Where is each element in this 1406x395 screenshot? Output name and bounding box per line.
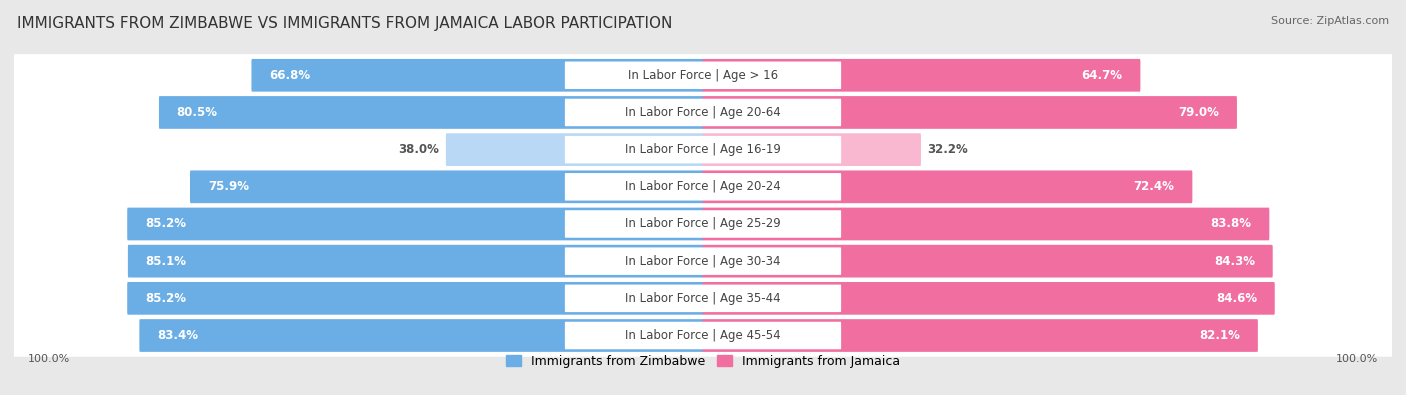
Text: 82.1%: 82.1% xyxy=(1199,329,1240,342)
FancyBboxPatch shape xyxy=(13,277,1393,320)
FancyBboxPatch shape xyxy=(703,319,1258,352)
FancyBboxPatch shape xyxy=(565,210,841,238)
Text: 38.0%: 38.0% xyxy=(399,143,440,156)
FancyBboxPatch shape xyxy=(13,314,1393,357)
Text: 84.6%: 84.6% xyxy=(1216,292,1257,305)
Text: IMMIGRANTS FROM ZIMBABWE VS IMMIGRANTS FROM JAMAICA LABOR PARTICIPATION: IMMIGRANTS FROM ZIMBABWE VS IMMIGRANTS F… xyxy=(17,16,672,31)
Text: In Labor Force | Age 35-44: In Labor Force | Age 35-44 xyxy=(626,292,780,305)
FancyBboxPatch shape xyxy=(565,247,841,275)
FancyBboxPatch shape xyxy=(13,203,1393,245)
FancyBboxPatch shape xyxy=(13,166,1393,208)
FancyBboxPatch shape xyxy=(565,62,841,89)
Text: Source: ZipAtlas.com: Source: ZipAtlas.com xyxy=(1271,16,1389,26)
Text: In Labor Force | Age 30-34: In Labor Force | Age 30-34 xyxy=(626,255,780,268)
Text: 85.1%: 85.1% xyxy=(146,255,187,268)
FancyBboxPatch shape xyxy=(703,245,1272,278)
Text: In Labor Force | Age > 16: In Labor Force | Age > 16 xyxy=(628,69,778,82)
FancyBboxPatch shape xyxy=(703,208,1270,240)
Legend: Immigrants from Zimbabwe, Immigrants from Jamaica: Immigrants from Zimbabwe, Immigrants fro… xyxy=(501,350,905,373)
Text: 80.5%: 80.5% xyxy=(177,106,218,119)
FancyBboxPatch shape xyxy=(127,282,703,315)
FancyBboxPatch shape xyxy=(13,240,1393,282)
Text: In Labor Force | Age 25-29: In Labor Force | Age 25-29 xyxy=(626,218,780,231)
FancyBboxPatch shape xyxy=(565,173,841,201)
Text: 83.8%: 83.8% xyxy=(1211,218,1251,231)
Text: 72.4%: 72.4% xyxy=(1133,180,1174,193)
Text: In Labor Force | Age 45-54: In Labor Force | Age 45-54 xyxy=(626,329,780,342)
Text: 79.0%: 79.0% xyxy=(1178,106,1219,119)
FancyBboxPatch shape xyxy=(139,319,703,352)
FancyBboxPatch shape xyxy=(565,99,841,126)
Text: In Labor Force | Age 16-19: In Labor Force | Age 16-19 xyxy=(626,143,780,156)
Text: 64.7%: 64.7% xyxy=(1081,69,1122,82)
FancyBboxPatch shape xyxy=(159,96,703,129)
Text: 32.2%: 32.2% xyxy=(928,143,969,156)
FancyBboxPatch shape xyxy=(703,133,921,166)
FancyBboxPatch shape xyxy=(565,284,841,312)
Text: 85.2%: 85.2% xyxy=(145,218,186,231)
FancyBboxPatch shape xyxy=(13,128,1393,171)
Text: 75.9%: 75.9% xyxy=(208,180,249,193)
FancyBboxPatch shape xyxy=(703,282,1275,315)
FancyBboxPatch shape xyxy=(703,171,1192,203)
FancyBboxPatch shape xyxy=(127,208,703,240)
FancyBboxPatch shape xyxy=(565,322,841,349)
FancyBboxPatch shape xyxy=(703,59,1140,92)
FancyBboxPatch shape xyxy=(703,96,1237,129)
FancyBboxPatch shape xyxy=(13,91,1393,134)
FancyBboxPatch shape xyxy=(13,54,1393,96)
FancyBboxPatch shape xyxy=(565,136,841,164)
Text: 84.3%: 84.3% xyxy=(1213,255,1256,268)
FancyBboxPatch shape xyxy=(252,59,703,92)
Text: 83.4%: 83.4% xyxy=(157,329,198,342)
Text: 85.2%: 85.2% xyxy=(145,292,186,305)
Text: In Labor Force | Age 20-24: In Labor Force | Age 20-24 xyxy=(626,180,780,193)
Text: In Labor Force | Age 20-64: In Labor Force | Age 20-64 xyxy=(626,106,780,119)
Text: 100.0%: 100.0% xyxy=(1336,354,1378,363)
FancyBboxPatch shape xyxy=(190,171,703,203)
Text: 66.8%: 66.8% xyxy=(269,69,311,82)
Text: 100.0%: 100.0% xyxy=(28,354,70,363)
FancyBboxPatch shape xyxy=(446,133,703,166)
FancyBboxPatch shape xyxy=(128,245,703,278)
